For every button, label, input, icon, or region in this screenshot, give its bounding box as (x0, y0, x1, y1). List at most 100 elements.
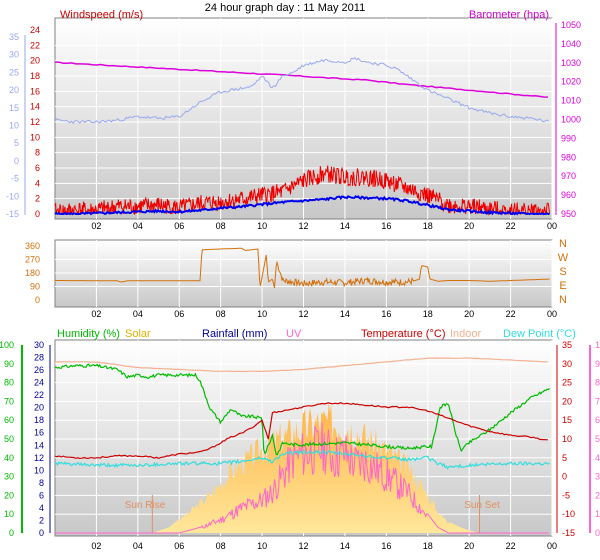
compass-tick-2: S (559, 266, 566, 278)
uv-tick-4: 4 (595, 453, 600, 463)
top-x-tick-08: 08 (216, 221, 226, 231)
humidity-tick-50: 50 (4, 434, 14, 444)
uv-line (55, 422, 549, 534)
rainfall-tick-18: 18 (34, 415, 44, 425)
outer-temperature-tick-0: 0 (14, 156, 19, 166)
outer-temperature-tick-5: -5 (11, 174, 19, 184)
bottom-x-tick-14: 14 (340, 541, 350, 551)
top-x-tick-10: 10 (257, 221, 267, 231)
temperature-tick-5: 5 (562, 453, 567, 463)
barometer-axis-label: Barometer (hpa) (469, 9, 549, 21)
uv-tick-0: 0 (595, 528, 600, 538)
rainfall-tick-12: 12 (34, 453, 44, 463)
mid-x-tick-08: 08 (216, 309, 226, 319)
bottom-x-tick-00: 00 (547, 541, 557, 551)
solar-area (152, 401, 480, 533)
top-x-tick-14: 14 (340, 221, 350, 231)
windspeed-tick-16: 16 (30, 86, 40, 96)
mid-x-tick-14: 14 (340, 309, 350, 319)
temperature-line (54, 57, 550, 125)
rainfall-tick-26: 26 (34, 365, 44, 375)
rainfall-tick-22: 22 (34, 390, 44, 400)
compass-tick-3: E (559, 280, 566, 292)
temperature-tick-15: -15 (562, 528, 575, 538)
bottom-x-tick-08: 08 (216, 541, 226, 551)
bottom-x-tick-02: 02 (91, 541, 101, 551)
windspeed-tick-22: 22 (30, 40, 40, 50)
wind-direction-tick-0: 0 (35, 295, 40, 305)
top-x-tick-16: 16 (381, 221, 391, 231)
temperature-tick-5: -5 (562, 490, 570, 500)
compass-tick-0: N (559, 238, 567, 250)
top-x-tick-12: 12 (298, 221, 308, 231)
temperature-tick-15: 15 (562, 415, 572, 425)
mid-x-tick-06: 06 (174, 309, 184, 319)
temperature-tick-35: 35 (562, 340, 572, 350)
mid-x-tick-02: 02 (91, 309, 101, 319)
sunset-label: Sun Set (464, 500, 500, 511)
mid-x-tick-20: 20 (464, 309, 474, 319)
humidity-tick-0: 0 (9, 528, 14, 538)
outdoor-temperature-line (54, 402, 548, 460)
windspeed-tick-10: 10 (30, 132, 40, 142)
uv-tick-9: 9 (595, 359, 600, 369)
windspeed-tick-8: 8 (35, 148, 40, 158)
barometer-tick-990: 990 (561, 133, 576, 143)
wind-direction-panel-grid (55, 240, 553, 307)
barometer-tick-970: 970 (561, 171, 576, 181)
outer-temperature-tick-20: 20 (9, 85, 19, 95)
outer-temperature-tick-15: -15 (6, 209, 19, 219)
temperature-tick-10: -10 (562, 509, 575, 519)
humidity-tick-10: 10 (4, 509, 14, 519)
indoor-label: Indoor (450, 328, 482, 340)
wind-direction-tick-90: 90 (30, 282, 40, 292)
top-x-tick-06: 06 (174, 221, 184, 231)
outer-temperature-tick-25: 25 (9, 67, 19, 77)
uv-tick-1: 1 (595, 509, 600, 519)
temperature-tick-20: 20 (562, 396, 572, 406)
bottom-x-tick-04: 04 (133, 541, 143, 551)
rainfall-label: Rainfall (mm) (202, 328, 267, 340)
uv-tick-8: 8 (595, 378, 600, 388)
barometer-line (54, 61, 548, 98)
rainfall-tick-2: 2 (39, 515, 44, 525)
outer-temperature-tick-35: 35 (9, 32, 19, 42)
barometer-tick-1020: 1020 (561, 77, 581, 87)
compass-tick-4: N (559, 294, 567, 306)
bottom-x-tick-20: 20 (464, 541, 474, 551)
wind-gust-line (54, 165, 550, 216)
top-x-tick-18: 18 (423, 221, 433, 231)
mid-x-tick-12: 12 (298, 309, 308, 319)
conditions-panel-axes: 02 04 06 08 10 12 14 16 18 20 22 001009080706050403… (0, 340, 600, 551)
mid-x-tick-00: 00 (547, 309, 557, 319)
windspeed-tick-4: 4 (35, 178, 40, 188)
barometer-tick-950: 950 (561, 209, 576, 219)
mid-x-tick-04: 04 (133, 309, 143, 319)
windspeed-tick-18: 18 (30, 71, 40, 81)
wind-average-line (54, 195, 550, 216)
uv-label: UV (286, 328, 302, 340)
rainfall-tick-8: 8 (39, 478, 44, 488)
rainfall-tick-14: 14 (34, 440, 44, 450)
rainfall-tick-0: 0 (39, 528, 44, 538)
temperature-tick-10: 10 (562, 434, 572, 444)
dew-point-line (54, 449, 550, 470)
indoor-temperature-line (54, 357, 548, 373)
windspeed-tick-0: 0 (35, 209, 40, 219)
humidity-tick-40: 40 (4, 453, 14, 463)
compass-tick-1: W (558, 252, 569, 264)
uv-tick-2: 2 (595, 490, 600, 500)
top-x-tick-02: 02 (91, 221, 101, 231)
temperature-tick-25: 25 (562, 378, 572, 388)
uv-tick-10: 10 (595, 340, 600, 350)
barometer-tick-1040: 1040 (561, 39, 581, 49)
wind-direction-tick-270: 270 (25, 255, 40, 265)
temperature-label: Temperature (°C) (361, 328, 445, 340)
rainfall-tick-28: 28 (34, 353, 44, 363)
mid-x-tick-22: 22 (506, 309, 516, 319)
windspeed-tick-14: 14 (30, 102, 40, 112)
top-x-tick-20: 20 (464, 221, 474, 231)
top-x-tick-00: 00 (547, 221, 557, 231)
